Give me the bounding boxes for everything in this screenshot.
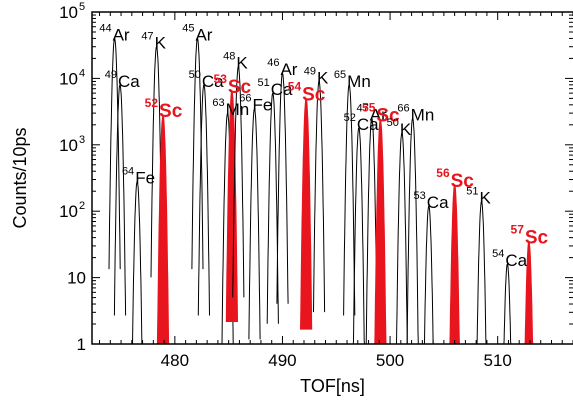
peak-label-mass: 44 bbox=[99, 22, 111, 34]
peak-label-element: Ca bbox=[271, 80, 293, 99]
peak-label-element: Sc bbox=[525, 227, 549, 248]
peak-fe-64 bbox=[131, 180, 143, 345]
peak-mn-65 bbox=[343, 83, 356, 316]
peak-label-element: K bbox=[317, 68, 329, 87]
peak-label-element: Sc bbox=[302, 84, 326, 105]
peak-mn-66 bbox=[406, 117, 419, 345]
y-tick-exponent: 4 bbox=[79, 67, 85, 79]
peak-label-mass: 52 bbox=[344, 112, 356, 124]
peak-ca-49 bbox=[113, 83, 127, 316]
peak-ca-54 bbox=[501, 263, 513, 345]
peak-label-mass: 47 bbox=[141, 31, 153, 43]
plot-frame bbox=[91, 11, 573, 345]
peak-sc-56 bbox=[449, 183, 461, 345]
peak-label-element: Ca bbox=[202, 72, 224, 91]
peak-label-mass: 48 bbox=[223, 51, 235, 63]
y-tick-exponent: 3 bbox=[79, 134, 85, 146]
peak-label-mass: 53 bbox=[414, 190, 426, 202]
peak-ca-52 bbox=[352, 126, 365, 345]
peak-label-element: Mn bbox=[347, 72, 371, 91]
peak-label-element: Ar bbox=[280, 60, 297, 79]
peak-label-mass: 50 bbox=[387, 117, 399, 129]
peak-ca-51 bbox=[266, 91, 279, 324]
peak-label-element: Sc bbox=[159, 101, 183, 122]
peak-label-element: Ca bbox=[427, 193, 449, 212]
peak-k-47 bbox=[150, 45, 163, 278]
y-tick-label: 10 bbox=[67, 269, 86, 288]
peak-label-mass: 55 bbox=[362, 101, 376, 115]
peak-label-mass: 53 bbox=[214, 72, 228, 86]
peak-label-element: Ar bbox=[113, 25, 130, 44]
peak-label-mass: 56 bbox=[436, 166, 450, 180]
peak-label-mass: 65 bbox=[334, 69, 346, 81]
peak-label-element: Ca bbox=[118, 72, 140, 91]
peak-label-mass: 64 bbox=[122, 166, 134, 178]
x-tick-label: 510 bbox=[483, 351, 511, 370]
peak-label-mass: 66 bbox=[239, 93, 251, 105]
peak-label-mass: 47 bbox=[357, 102, 369, 114]
y-tick-label: 10 bbox=[59, 136, 78, 155]
peak-label-element: Sc bbox=[451, 171, 475, 192]
peak-label-mass: 52 bbox=[145, 96, 159, 110]
peak-ar-46 bbox=[276, 72, 289, 304]
y-tick-label: 1 bbox=[77, 335, 86, 354]
peak-label-mass: 50 bbox=[189, 69, 201, 81]
peak-label-element: Ar bbox=[370, 105, 387, 124]
peak-label-mass: 49 bbox=[304, 65, 316, 77]
peak-label-element: Sc bbox=[228, 77, 252, 98]
peak-label-mass: 51 bbox=[466, 185, 478, 197]
peak-label-element: Fe bbox=[135, 169, 155, 188]
peak-label-element: Mn bbox=[226, 100, 250, 119]
peak-ar-47 bbox=[365, 117, 378, 345]
y-tick-label: 10 bbox=[59, 3, 78, 22]
x-tick-label: 500 bbox=[376, 351, 404, 370]
peak-label-mass: 63 bbox=[212, 97, 224, 109]
peak-k-48 bbox=[232, 65, 245, 298]
peak-sc-52 bbox=[156, 114, 170, 345]
peak-label-mass: 54 bbox=[492, 248, 504, 260]
peak-sc-54 bbox=[299, 97, 313, 330]
peak-label-element: Mn bbox=[411, 105, 435, 124]
peak-label-element: Ar bbox=[195, 25, 212, 44]
peak-fe-66 bbox=[248, 107, 261, 340]
peak-label-element: K bbox=[400, 120, 412, 139]
y-tick-label: 10 bbox=[59, 202, 78, 221]
peak-label-mass: 51 bbox=[258, 77, 270, 89]
peak-label-element: Fe bbox=[252, 96, 272, 115]
peak-label-element: K bbox=[236, 54, 248, 73]
peak-k-51 bbox=[475, 200, 488, 345]
peak-label-element: Ca bbox=[505, 251, 527, 270]
peak-label-element: K bbox=[155, 34, 167, 53]
peak-sc-55 bbox=[374, 118, 387, 345]
peak-label-element: Ca bbox=[357, 115, 379, 134]
peak-label-element: K bbox=[480, 188, 492, 207]
peak-label-mass: 49 bbox=[105, 69, 117, 81]
peak-label-mass: 57 bbox=[511, 222, 525, 236]
peak-k-49 bbox=[313, 80, 326, 313]
y-tick-exponent: 2 bbox=[79, 200, 85, 212]
peak-k-50 bbox=[396, 132, 408, 345]
peak-sc-53 bbox=[225, 89, 239, 322]
peak-label-mass: 46 bbox=[267, 57, 279, 69]
y-tick-exponent: 5 bbox=[79, 1, 85, 13]
y-axis-label: Counts/10ps bbox=[10, 127, 30, 228]
peak-ca-53 bbox=[423, 204, 435, 345]
x-tick-label: 480 bbox=[161, 351, 189, 370]
peaks-layer bbox=[108, 37, 535, 345]
peak-label-mass: 45 bbox=[182, 22, 194, 34]
x-tick-label: 490 bbox=[268, 351, 296, 370]
peak-ca-50 bbox=[197, 83, 210, 316]
x-axis-label: TOF[ns] bbox=[300, 376, 365, 396]
peak-ar-44 bbox=[108, 37, 121, 270]
peak-label-mass: 66 bbox=[397, 102, 409, 114]
peak-label-element: Sc bbox=[376, 106, 400, 127]
y-tick-label: 10 bbox=[59, 69, 78, 88]
peak-label-mass: 54 bbox=[288, 79, 302, 93]
